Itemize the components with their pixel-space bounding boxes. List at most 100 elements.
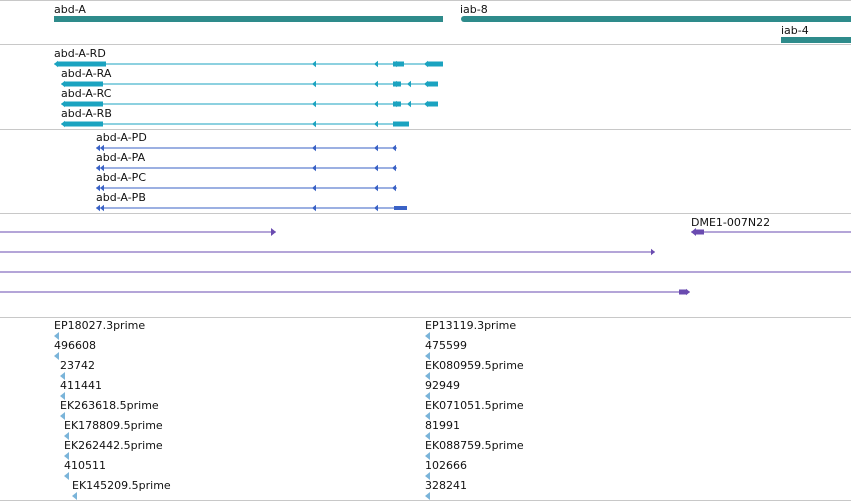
clone-arrow[interactable] bbox=[271, 228, 276, 236]
track-divider bbox=[0, 129, 851, 130]
est-marker[interactable] bbox=[425, 332, 430, 340]
protein-strand-arrow[interactable] bbox=[312, 184, 316, 192]
est-marker[interactable] bbox=[54, 332, 59, 340]
protein-strand-arrow[interactable] bbox=[312, 144, 316, 152]
est-marker[interactable] bbox=[425, 492, 430, 500]
track-divider bbox=[0, 317, 851, 318]
protein-strand-arrow[interactable] bbox=[100, 204, 104, 212]
est-marker[interactable] bbox=[72, 492, 77, 500]
track-divider bbox=[0, 44, 851, 45]
protein-strand-arrow[interactable] bbox=[100, 144, 104, 152]
est-label: 92949 bbox=[425, 379, 460, 392]
protein-strand-arrow[interactable] bbox=[96, 144, 100, 152]
transcript-strand-arrow[interactable] bbox=[374, 60, 378, 68]
transcript-strand-arrow[interactable] bbox=[54, 60, 58, 68]
transcript-exon[interactable] bbox=[65, 101, 103, 107]
protein-strand-arrow[interactable] bbox=[374, 204, 378, 212]
protein-strand-arrow[interactable] bbox=[96, 204, 100, 212]
transcript-strand-arrow[interactable] bbox=[374, 100, 378, 108]
protein-strand-arrow[interactable] bbox=[312, 204, 316, 212]
protein-strand-arrow[interactable] bbox=[392, 164, 396, 172]
transcript-strand-arrow[interactable] bbox=[61, 100, 65, 108]
est-label: EK178809.5prime bbox=[64, 419, 163, 432]
transcript-strand-arrow[interactable] bbox=[312, 120, 316, 128]
transcript-exon[interactable] bbox=[65, 81, 103, 87]
est-marker[interactable] bbox=[64, 452, 69, 460]
gene-bar[interactable] bbox=[461, 16, 851, 22]
clone-label: DME1-007N22 bbox=[691, 216, 771, 229]
protein-strand-arrow[interactable] bbox=[312, 164, 316, 172]
gene-bar[interactable] bbox=[54, 16, 443, 22]
protein-label: abd-A-PB bbox=[96, 191, 146, 204]
protein-strand-arrow[interactable] bbox=[96, 184, 100, 192]
est-marker[interactable] bbox=[425, 352, 430, 360]
transcript-strand-arrow[interactable] bbox=[407, 80, 411, 88]
transcript-exon[interactable] bbox=[428, 61, 443, 67]
est-label: EK262442.5prime bbox=[64, 439, 163, 452]
transcript-strand-arrow[interactable] bbox=[312, 100, 316, 108]
transcript-exon[interactable] bbox=[393, 61, 404, 67]
transcript-strand-arrow[interactable] bbox=[374, 80, 378, 88]
transcript-strand-arrow[interactable] bbox=[312, 80, 316, 88]
est-marker[interactable] bbox=[64, 432, 69, 440]
transcript-strand-arrow[interactable] bbox=[407, 100, 411, 108]
protein-label: abd-A-PC bbox=[96, 171, 146, 184]
transcript-exon[interactable] bbox=[427, 101, 438, 107]
transcript-strand-arrow[interactable] bbox=[393, 100, 397, 108]
est-label: EK071051.5prime bbox=[425, 399, 524, 412]
transcript-strand-arrow[interactable] bbox=[312, 60, 316, 68]
transcript-strand-arrow[interactable] bbox=[393, 80, 397, 88]
transcript-strand-arrow[interactable] bbox=[61, 80, 65, 88]
clone-arrow[interactable] bbox=[651, 248, 655, 256]
transcript-exon[interactable] bbox=[427, 81, 438, 87]
protein-label: abd-A-PA bbox=[96, 151, 146, 164]
est-label: EP13119.3prime bbox=[425, 319, 517, 332]
transcript-exon[interactable] bbox=[58, 61, 106, 67]
est-label: 102666 bbox=[425, 459, 467, 472]
est-marker[interactable] bbox=[425, 452, 430, 460]
clone-arrow[interactable] bbox=[686, 288, 690, 296]
est-marker[interactable] bbox=[64, 472, 69, 480]
protein-label: abd-A-PD bbox=[96, 131, 147, 144]
transcript-label: abd-A-RB bbox=[61, 107, 112, 120]
est-marker[interactable] bbox=[54, 352, 59, 360]
clone-block[interactable] bbox=[679, 289, 686, 295]
protein-block[interactable] bbox=[394, 206, 407, 210]
est-marker[interactable] bbox=[425, 472, 430, 480]
transcript-strand-arrow[interactable] bbox=[424, 60, 428, 68]
est-marker[interactable] bbox=[60, 392, 65, 400]
est-label: 23742 bbox=[60, 359, 95, 372]
track-divider bbox=[0, 0, 851, 1]
est-label: 475599 bbox=[425, 339, 467, 352]
transcript-label: abd-A-RC bbox=[61, 87, 112, 100]
est-marker[interactable] bbox=[425, 432, 430, 440]
est-marker[interactable] bbox=[425, 412, 430, 420]
est-marker[interactable] bbox=[60, 412, 65, 420]
protein-strand-arrow[interactable] bbox=[392, 144, 396, 152]
protein-strand-arrow[interactable] bbox=[96, 164, 100, 172]
protein-strand-arrow[interactable] bbox=[100, 164, 104, 172]
transcript-exon[interactable] bbox=[65, 121, 103, 127]
est-marker[interactable] bbox=[60, 372, 65, 380]
est-label: 411441 bbox=[60, 379, 102, 392]
gene-bar[interactable] bbox=[781, 37, 851, 43]
protein-strand-arrow[interactable] bbox=[374, 184, 378, 192]
transcript-label: abd-A-RA bbox=[61, 67, 112, 80]
gene-label: abd-A bbox=[54, 3, 86, 16]
transcript-exon[interactable] bbox=[393, 121, 409, 127]
est-label: EK088759.5prime bbox=[425, 439, 524, 452]
transcript-strand-arrow[interactable] bbox=[424, 100, 428, 108]
protein-strand-arrow[interactable] bbox=[392, 184, 396, 192]
clone-block[interactable] bbox=[696, 229, 704, 235]
transcript-strand-arrow[interactable] bbox=[374, 120, 378, 128]
transcript-strand-arrow[interactable] bbox=[424, 80, 428, 88]
transcript-strand-arrow[interactable] bbox=[61, 120, 65, 128]
protein-strand-arrow[interactable] bbox=[374, 164, 378, 172]
est-marker[interactable] bbox=[425, 372, 430, 380]
clone-arrow[interactable] bbox=[691, 228, 696, 236]
protein-strand-arrow[interactable] bbox=[100, 184, 104, 192]
est-marker[interactable] bbox=[425, 392, 430, 400]
transcript-strand-arrow[interactable] bbox=[393, 60, 397, 68]
est-label: 328241 bbox=[425, 479, 467, 492]
protein-strand-arrow[interactable] bbox=[374, 144, 378, 152]
